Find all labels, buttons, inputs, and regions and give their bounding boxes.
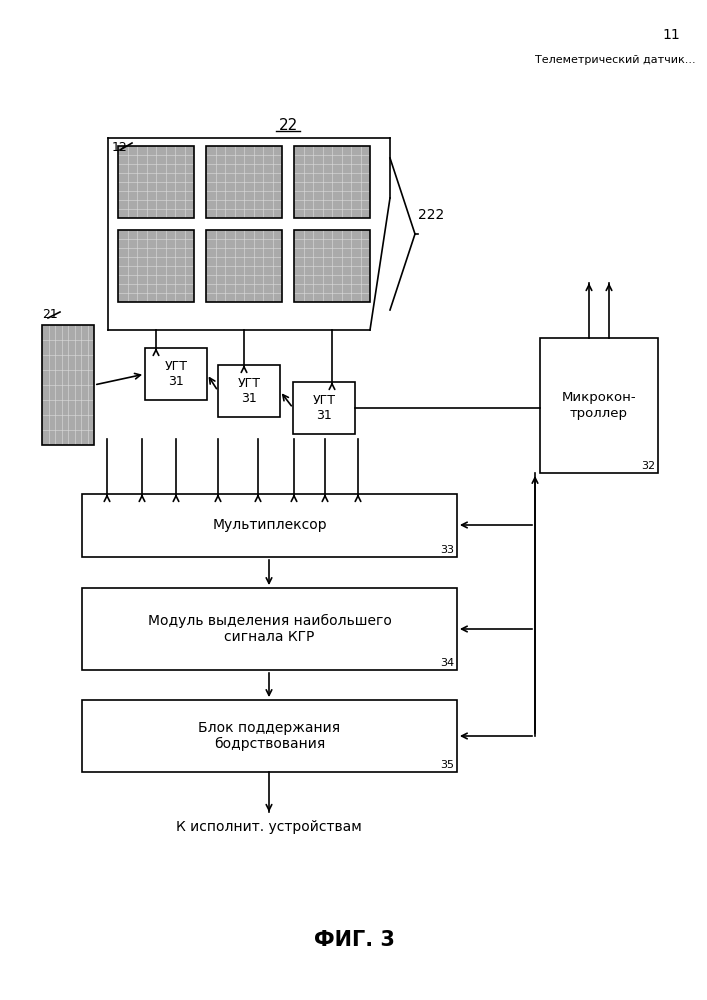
Text: 32: 32 xyxy=(641,461,655,471)
Text: Модуль выделения наибольшего
сигнала КГР: Модуль выделения наибольшего сигнала КГР xyxy=(148,614,392,644)
Bar xyxy=(118,146,194,218)
Bar xyxy=(206,146,282,218)
Text: Телеметрический датчик...: Телеметрический датчик... xyxy=(535,55,696,65)
Bar xyxy=(82,494,457,557)
Text: 35: 35 xyxy=(440,760,454,770)
Text: ФИГ. 3: ФИГ. 3 xyxy=(314,930,395,950)
Bar xyxy=(118,230,194,302)
Bar xyxy=(82,588,457,670)
Text: 12: 12 xyxy=(112,141,128,154)
Bar xyxy=(294,146,370,218)
Text: Мультиплексор: Мультиплексор xyxy=(212,518,327,532)
Text: 21: 21 xyxy=(42,308,58,321)
Bar xyxy=(293,382,355,434)
Bar xyxy=(294,230,370,302)
Bar xyxy=(218,365,280,417)
Bar xyxy=(294,146,370,218)
Bar xyxy=(540,338,658,473)
Text: 222: 222 xyxy=(418,208,444,222)
Text: УГТ
31: УГТ 31 xyxy=(312,394,336,422)
Text: 11: 11 xyxy=(662,28,680,42)
Text: Микрокон-
троллер: Микрокон- троллер xyxy=(561,391,636,420)
Text: УГТ
31: УГТ 31 xyxy=(165,360,187,388)
Bar xyxy=(118,146,194,218)
Bar xyxy=(145,348,207,400)
Text: К исполнит. устройствам: К исполнит. устройствам xyxy=(176,820,362,834)
Bar xyxy=(206,230,282,302)
Text: 22: 22 xyxy=(279,118,298,133)
Bar xyxy=(206,230,282,302)
Text: Блок поддержания
бодрствования: Блок поддержания бодрствования xyxy=(199,721,341,751)
Bar xyxy=(42,325,94,445)
Bar xyxy=(118,230,194,302)
Text: 34: 34 xyxy=(440,658,454,668)
Bar xyxy=(294,230,370,302)
Text: УГТ
31: УГТ 31 xyxy=(238,377,260,405)
Bar xyxy=(82,700,457,772)
Bar xyxy=(42,325,94,445)
Bar xyxy=(206,146,282,218)
Text: 33: 33 xyxy=(440,545,454,555)
